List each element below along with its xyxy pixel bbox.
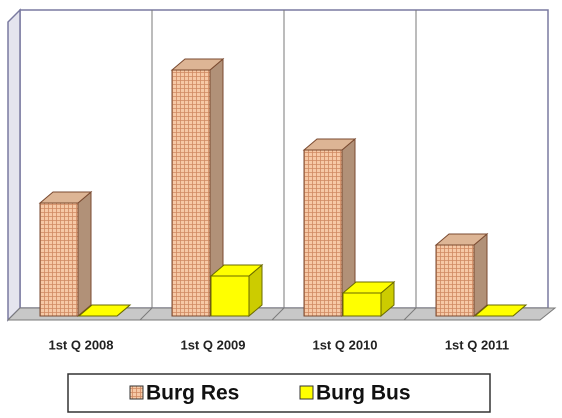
bar-front bbox=[171, 69, 211, 317]
bar bbox=[209, 263, 264, 318]
side-wall bbox=[7, 8, 21, 322]
x-tick-label: 1st Q 2009 bbox=[180, 337, 245, 352]
legend-swatch bbox=[299, 385, 314, 400]
x-tick-label: 1st Q 2011 bbox=[445, 337, 509, 352]
legend-label: Burg Bus bbox=[316, 382, 411, 405]
bar bbox=[434, 232, 489, 318]
bar bbox=[341, 280, 396, 318]
divider bbox=[403, 307, 417, 321]
bar bbox=[170, 57, 225, 318]
bar-top bbox=[473, 304, 528, 317]
x-tick-label: 1st Q 2010 bbox=[312, 337, 377, 352]
bar-front bbox=[210, 275, 250, 317]
bar bbox=[302, 137, 357, 318]
divider bbox=[139, 307, 153, 321]
bar bbox=[473, 304, 528, 317]
legend-swatch bbox=[129, 385, 144, 400]
bar-front bbox=[435, 244, 475, 317]
legend-label: Burg Res bbox=[146, 382, 239, 405]
bar-side bbox=[77, 190, 92, 318]
bar-side bbox=[473, 232, 488, 318]
divider bbox=[271, 307, 285, 321]
x-tick-label: 1st Q 2008 bbox=[48, 337, 113, 352]
bar-top bbox=[77, 304, 132, 317]
bar bbox=[38, 190, 93, 318]
floor bbox=[6, 307, 557, 321]
bar bbox=[77, 304, 132, 317]
bar-front bbox=[39, 202, 79, 317]
bar-front bbox=[342, 292, 382, 317]
bar-front bbox=[303, 149, 343, 317]
